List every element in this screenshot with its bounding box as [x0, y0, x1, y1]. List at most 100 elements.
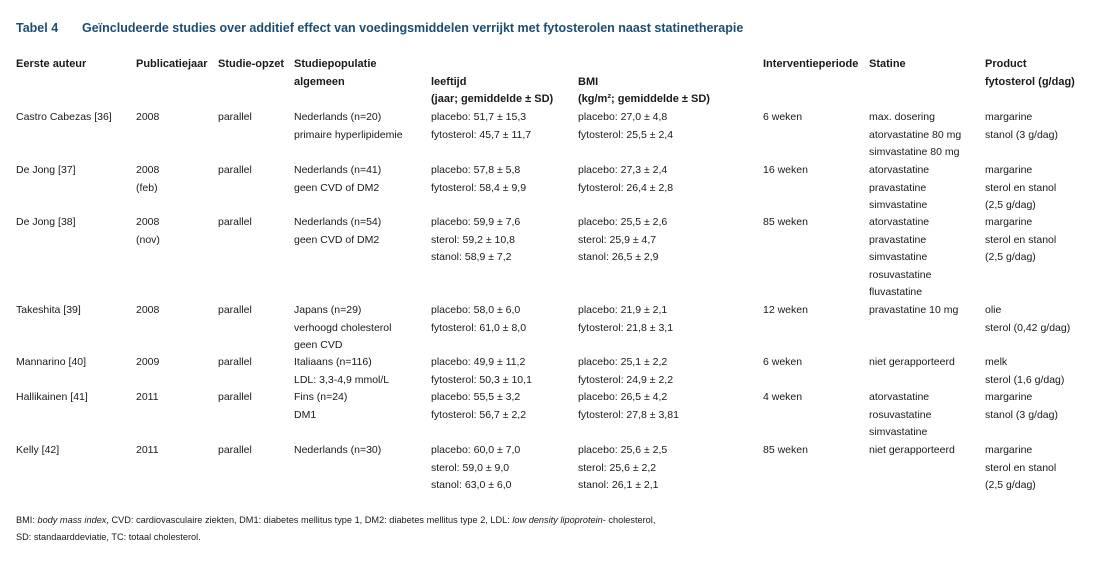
cell-population: Nederlands (n=20) primaire hyperlipidemie — [294, 109, 403, 144]
cell-period: 85 weken — [763, 214, 808, 232]
cell-product: margarine sterol en stanol (2,5 g/dag) — [985, 214, 1056, 267]
footnote-line-1: BMI: body mass index, CVD: cardiovascula… — [16, 512, 655, 529]
cell-line: niet gerapporteerd — [869, 356, 955, 368]
cell-line: fytosterol: 50,3 ± 10,1 — [431, 373, 532, 386]
cell-line: placebo: 57,8 ± 5,8 — [431, 164, 521, 176]
cell-age: placebo: 58,0 ± 6,0 fytosterol: 61,0 ± 8,… — [431, 302, 526, 337]
header-period: Interventieperiode — [763, 58, 859, 70]
cell-line: (2,5 g/dag) — [985, 199, 1036, 211]
cell-line: 2009 — [136, 356, 160, 368]
footnote-segment: - cholesterol, — [602, 515, 656, 525]
cell-line: verhoogd cholesterol — [294, 321, 392, 334]
cell-line: 85 weken — [763, 444, 808, 456]
cell-line: fytosterol: 21,8 ± 3,1 — [578, 321, 674, 334]
cell-year: 2011 — [136, 389, 159, 407]
cell-line: 2008 — [136, 216, 160, 228]
cell-line: sterol (0,42 g/dag) — [985, 321, 1071, 334]
cell-line: 2011 — [136, 444, 159, 456]
footnote-segment: low density lipoprotein — [512, 515, 603, 525]
cell-period: 6 weken — [763, 109, 802, 127]
cell-age: placebo: 51,7 ± 15,3 fytosterol: 45,7 ± 1… — [431, 109, 531, 144]
cell-line: (2,5 g/dag) — [985, 251, 1036, 263]
cell-line: stanol (3 g/dag) — [985, 128, 1058, 141]
cell-population: Nederlands (n=41) geen CVD of DM2 — [294, 162, 381, 197]
cell-line: atorvastatine 80 mg — [869, 128, 962, 141]
header-design: Studie-opzet — [218, 58, 284, 70]
cell-line: Italiaans (n=116) — [294, 356, 372, 368]
cell-line: olie — [985, 304, 1002, 316]
cell-design: parallel — [218, 162, 252, 180]
cell-line: atorvastatine — [869, 216, 930, 228]
table-title: Geïncludeerde studies over additief effe… — [82, 21, 744, 35]
cell-design: parallel — [218, 214, 252, 232]
cell-line: simvastatine — [869, 426, 928, 438]
header-bmi: BMI (kg/m²; gemiddelde ± SD) — [578, 75, 710, 106]
cell-line: parallel — [218, 444, 252, 456]
cell-line: fluvastatine — [869, 286, 923, 298]
cell-line: 2008 — [136, 164, 160, 176]
cell-line: parallel — [218, 391, 252, 403]
cell-line: sterol en stanol — [985, 181, 1057, 194]
cell-year: 2009 — [136, 354, 159, 372]
cell-line: DM1 — [294, 408, 317, 421]
cell-line: stanol: 63,0 ± 6,0 — [431, 479, 512, 491]
header-year: Publicatiejaar — [136, 58, 208, 70]
cell-product: margarine stanol (3 g/dag) — [985, 109, 1058, 144]
cell-line: placebo: 51,7 ± 15,3 — [431, 111, 527, 123]
cell-line: LDL: 3,3-4,9 mmol/L — [294, 373, 390, 386]
cell-design: parallel — [218, 302, 252, 320]
cell-bmi: placebo: 27,3 ± 2,4 fytosterol: 26,4 ± 2,… — [578, 162, 673, 197]
cell-year: 2011 — [136, 442, 159, 460]
cell-line: geen CVD of DM2 — [294, 181, 380, 194]
cell-line: Nederlands (n=41) — [294, 164, 382, 176]
cell-author: Kelly [42] — [16, 442, 59, 460]
cell-author: Hallikainen [41] — [16, 389, 88, 407]
cell-age: placebo: 55,5 ± 3,2 fytosterol: 56,7 ± 2,… — [431, 389, 526, 424]
cell-line: geen CVD — [294, 339, 343, 351]
cell-line: simvastatine — [869, 199, 928, 211]
header-product: Product fytosterol (g/dag) — [985, 58, 1075, 88]
cell-line: Fins (n=24) — [294, 391, 348, 403]
cell-design: parallel — [218, 389, 252, 407]
cell-line: placebo: 25,6 ± 2,5 — [578, 444, 668, 456]
cell-line: max. dosering — [869, 111, 935, 123]
cell-line: fytosterol: 61,0 ± 8,0 — [431, 321, 527, 334]
cell-line: fytosterol: 45,7 ± 11,7 — [431, 128, 532, 141]
cell-statin: niet gerapporteerd — [869, 442, 955, 460]
cell-line: pravastatine 10 mg — [869, 304, 959, 316]
cell-year: 2008 (feb) — [136, 162, 159, 197]
cell-bmi: placebo: 27,0 ± 4,8 fytosterol: 25,5 ± 2,… — [578, 109, 673, 144]
cell-line: sterol: 59,0 ± 9,0 — [431, 461, 510, 474]
cell-statin: pravastatine 10 mg — [869, 302, 958, 320]
cell-line: margarine — [985, 391, 1033, 403]
cell-bmi: placebo: 25,6 ± 2,5 sterol: 25,6 ± 2,2 sta… — [578, 442, 667, 495]
cell-line: (nov) — [136, 233, 160, 246]
cell-year: 2008 — [136, 302, 159, 320]
cell-author: Takeshita [39] — [16, 302, 81, 320]
cell-line: Japans (n=29) — [294, 304, 362, 316]
cell-design: parallel — [218, 442, 252, 460]
footnote: BMI: body mass index, CVD: cardiovascula… — [16, 512, 655, 546]
cell-line: placebo: 26,5 ± 4,2 — [578, 391, 668, 403]
cell-line: 2008 — [136, 111, 160, 123]
cell-line: 6 weken — [763, 356, 803, 368]
header-author: Eerste auteur — [16, 58, 87, 70]
cell-period: 6 weken — [763, 354, 802, 372]
cell-line: De Jong [38] — [16, 216, 76, 228]
cell-line: 16 weken — [763, 164, 808, 176]
cell-line: fytosterol: 25,5 ± 2,4 — [578, 128, 674, 141]
cell-line: geen CVD of DM2 — [294, 233, 380, 246]
cell-line: sterol: 25,6 ± 2,2 — [578, 461, 657, 474]
cell-author: De Jong [37] — [16, 162, 76, 180]
cell-line: Nederlands (n=20) — [294, 111, 382, 123]
cell-author: Mannarino [40] — [16, 354, 86, 372]
cell-line: De Jong [37] — [16, 164, 76, 176]
cell-line: (feb) — [136, 181, 158, 194]
cell-line: atorvastatine — [869, 164, 930, 176]
cell-line: stanol: 26,1 ± 2,1 — [578, 479, 659, 491]
cell-line: stanol (3 g/dag) — [985, 408, 1058, 421]
cell-line: sterol: 59,2 ± 10,8 — [431, 233, 515, 246]
cell-period: 85 weken — [763, 442, 808, 460]
cell-line: rosuvastatine — [869, 408, 932, 421]
cell-line: (2,5 g/dag) — [985, 479, 1036, 491]
